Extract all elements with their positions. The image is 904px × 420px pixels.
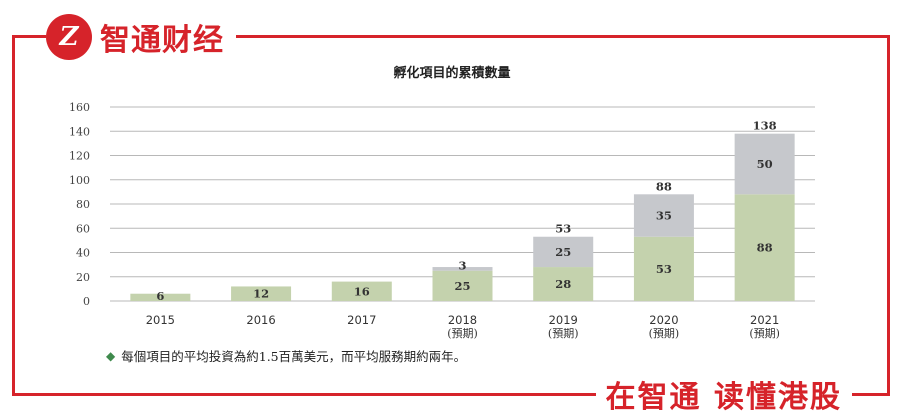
logo: Z 智通财经 bbox=[46, 10, 236, 64]
footnote-text: 每個項目的平均投資為約1.5百萬美元，而平均服務期約兩年。 bbox=[121, 349, 467, 364]
y-tick-label: 80 bbox=[76, 198, 90, 211]
y-tick-label: 140 bbox=[69, 125, 90, 138]
frame-bottom-line bbox=[12, 393, 890, 396]
bar-segment bbox=[533, 236, 594, 268]
total-label: 88 bbox=[656, 179, 672, 193]
data-label: 25 bbox=[454, 279, 470, 293]
chart-title: 孵化項目的累積數量 bbox=[393, 66, 511, 81]
bar-segment bbox=[231, 286, 292, 301]
x-tick-sublabel: (預期) bbox=[548, 327, 579, 340]
slogan: 在智通 读懂港股 bbox=[595, 372, 852, 416]
y-tick-label: 60 bbox=[76, 222, 90, 235]
frame-top-left-line bbox=[12, 35, 52, 38]
data-label: 35 bbox=[656, 209, 672, 223]
x-tick-label: 2020 bbox=[649, 313, 678, 327]
data-label: 53 bbox=[656, 262, 672, 276]
y-tick-label: 100 bbox=[69, 174, 90, 187]
x-tick-sublabel: (預期) bbox=[649, 327, 680, 340]
diamond-bullet-icon: ◆ bbox=[106, 348, 116, 363]
bar-segment bbox=[432, 267, 493, 271]
x-tick-label: 2015 bbox=[146, 313, 175, 327]
data-label: 16 bbox=[354, 284, 370, 298]
bar-segment bbox=[331, 281, 392, 301]
x-tick-sublabel: (預期) bbox=[749, 327, 780, 340]
bar-segment bbox=[734, 194, 795, 301]
bar-chart: 0 20 40 60 80 100 120 140 160 6 12 16 25 3 28 25 53 53 35… bbox=[69, 101, 815, 340]
bars: 6 12 16 25 3 28 25 53 53 35 88 88 50 138 bbox=[130, 119, 795, 303]
bar-segment bbox=[432, 270, 493, 301]
footnote: ◆ 每個項目的平均投資為約1.5百萬美元，而平均服務期約兩年。 bbox=[106, 346, 466, 365]
bar-segment bbox=[633, 236, 694, 301]
data-label: 3 bbox=[458, 259, 466, 273]
x-tick-label: 2016 bbox=[246, 313, 275, 327]
y-axis: 0 20 40 60 80 100 120 140 160 bbox=[69, 101, 90, 308]
data-label: 12 bbox=[253, 287, 269, 301]
y-tick-label: 20 bbox=[76, 271, 90, 284]
data-label: 25 bbox=[555, 245, 571, 259]
y-tick-label: 120 bbox=[69, 150, 90, 163]
total-label: 138 bbox=[753, 119, 777, 133]
x-axis: 2015 2016 2017 2018(預期)2019(預期)2020(預期)2021… bbox=[146, 313, 780, 340]
data-label: 88 bbox=[757, 241, 773, 255]
bar-segment bbox=[533, 267, 594, 301]
y-tick-label: 40 bbox=[76, 247, 90, 260]
x-tick-label: 2017 bbox=[347, 313, 376, 327]
bar-segment bbox=[734, 133, 795, 195]
frame-right-line bbox=[887, 35, 890, 395]
logo-text: 智通财经 bbox=[100, 23, 224, 58]
bar-segment bbox=[633, 194, 694, 237]
bar-segment bbox=[130, 293, 191, 301]
logo-mark: Z bbox=[46, 14, 92, 60]
data-label: 6 bbox=[156, 289, 164, 303]
x-tick-sublabel: (預期) bbox=[447, 327, 478, 340]
grid bbox=[110, 106, 815, 302]
x-tick-label: 2021 bbox=[750, 313, 779, 327]
frame-top-line bbox=[210, 35, 890, 38]
data-label: 50 bbox=[757, 157, 773, 171]
y-tick-label: 160 bbox=[69, 101, 90, 114]
x-tick-label: 2019 bbox=[549, 313, 578, 327]
x-tick-label: 2018 bbox=[448, 313, 477, 327]
y-tick-label: 0 bbox=[83, 295, 90, 308]
total-label: 53 bbox=[555, 222, 571, 236]
frame-left-line bbox=[12, 35, 15, 395]
data-label: 28 bbox=[555, 277, 571, 291]
